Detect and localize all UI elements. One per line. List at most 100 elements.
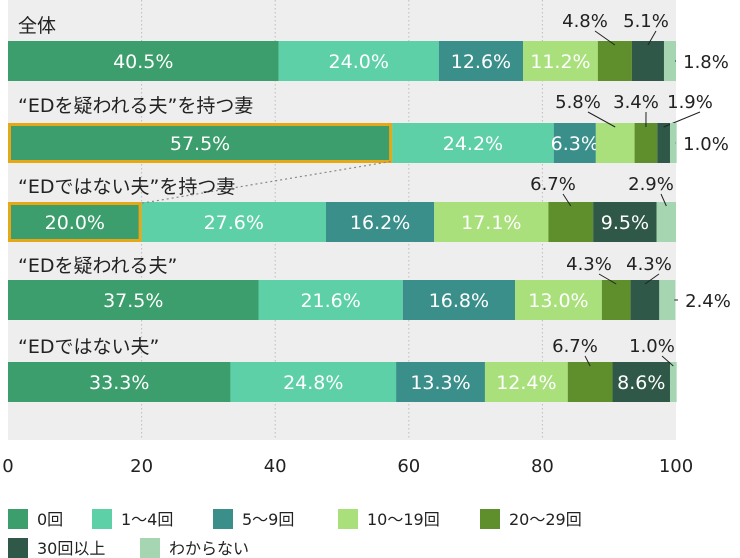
data-label: 1.8% (683, 52, 729, 73)
bar-segment (601, 280, 631, 320)
data-label: 6.3% (551, 133, 599, 155)
bar-segment (396, 362, 485, 402)
x-tick-label: 60 (397, 456, 420, 477)
data-label: 24.2% (443, 133, 503, 155)
bar-segment (612, 362, 670, 402)
bar-segment (634, 123, 658, 163)
data-label: 24.0% (329, 51, 389, 73)
row-title: “EDではない夫” (18, 336, 159, 358)
data-label: 40.5% (113, 51, 173, 73)
highlight-connector (140, 160, 391, 205)
data-label: 20.0% (45, 212, 105, 234)
legend-label: 1～4回 (121, 510, 173, 529)
data-label: 6.7% (552, 336, 598, 357)
leader-line (587, 111, 616, 128)
bar-segment (438, 41, 524, 81)
legend-label: 20～29回 (509, 510, 582, 529)
data-label: 1.9% (667, 92, 713, 113)
bar-segment (258, 280, 403, 320)
data-label: 13.3% (410, 372, 470, 394)
row-title: “EDを疑われる夫” (18, 255, 177, 277)
legend-swatch (8, 538, 28, 558)
data-label: 4.8% (562, 11, 608, 32)
x-tick-label: 0 (2, 456, 13, 477)
data-label: 1.0% (683, 134, 729, 155)
legend-swatch (140, 538, 160, 558)
bar-segment (515, 280, 602, 320)
x-tick-label: 100 (659, 456, 693, 477)
data-label: 13.0% (528, 290, 588, 312)
data-label: 57.5% (170, 133, 230, 155)
data-label: 16.2% (350, 212, 410, 234)
data-label: 37.5% (103, 290, 163, 312)
data-label: 21.6% (300, 290, 360, 312)
data-label: 6.7% (530, 174, 576, 195)
row-title: “EDを疑われる夫”を持つ妻 (18, 95, 253, 117)
bar-segment (663, 41, 676, 81)
data-label: 11.2% (530, 51, 590, 73)
bar-segment (325, 202, 435, 242)
legend-label: 0回 (37, 510, 63, 529)
leader-line (661, 355, 674, 367)
legend-swatch (480, 509, 500, 529)
data-label: 12.4% (496, 372, 556, 394)
row-title: 全体 (18, 15, 56, 37)
leader-line (660, 193, 667, 207)
bar-segment (392, 123, 554, 163)
bar-segment (548, 202, 594, 242)
bar-segment (593, 202, 657, 242)
data-label: 24.8% (283, 372, 343, 394)
bar-segment (434, 202, 549, 242)
bar-segment (230, 362, 397, 402)
bar-segment (523, 41, 598, 81)
x-tick-label: 20 (130, 456, 153, 477)
legend-swatch (92, 509, 112, 529)
legend-label: 30回以上 (37, 539, 105, 558)
bar-segment (595, 123, 635, 163)
bar-segment (669, 123, 677, 163)
data-label: 17.1% (461, 212, 521, 234)
legend-label: 5～9回 (242, 510, 294, 529)
bar-segment (631, 41, 664, 81)
legend-swatch (8, 509, 28, 529)
row-title: “EDではない夫”を持つ妻 (18, 176, 235, 198)
bar-segment (402, 280, 516, 320)
bar-segment (656, 202, 676, 242)
data-label: 5.8% (555, 92, 601, 113)
x-tick-label: 40 (264, 456, 287, 477)
bar-segment (8, 362, 231, 402)
bar-segment (8, 123, 393, 163)
data-label: 4.3% (626, 254, 672, 275)
bar-segment (484, 362, 568, 402)
leader-line (647, 30, 657, 46)
bar-segment (8, 202, 142, 242)
data-label: 27.6% (204, 212, 264, 234)
bar-segment (567, 362, 613, 402)
leader-line (594, 30, 616, 46)
bar-segment (8, 280, 259, 320)
leader-line (663, 111, 701, 128)
leader-line (598, 273, 617, 285)
bar-segment (630, 280, 660, 320)
legend-swatch (213, 509, 233, 529)
highlight-box (8, 123, 393, 163)
data-label: 9.5% (601, 212, 649, 234)
bar-segment (278, 41, 439, 81)
leader-line (644, 273, 660, 285)
bar-segment (8, 41, 279, 81)
leader-line (562, 193, 572, 207)
data-label: 16.8% (429, 290, 489, 312)
data-label: 5.1% (623, 11, 669, 32)
data-label: 1.0% (629, 336, 675, 357)
highlight-box (8, 202, 142, 242)
legend-label: わからない (169, 539, 249, 558)
data-label: 2.9% (628, 174, 674, 195)
bar-segment (657, 123, 670, 163)
data-label: 2.4% (685, 291, 731, 312)
bar-segment (141, 202, 326, 242)
x-tick-label: 80 (531, 456, 554, 477)
legend-label: 10～19回 (367, 510, 440, 529)
leader-line (584, 355, 591, 367)
data-label: 3.4% (613, 92, 659, 113)
